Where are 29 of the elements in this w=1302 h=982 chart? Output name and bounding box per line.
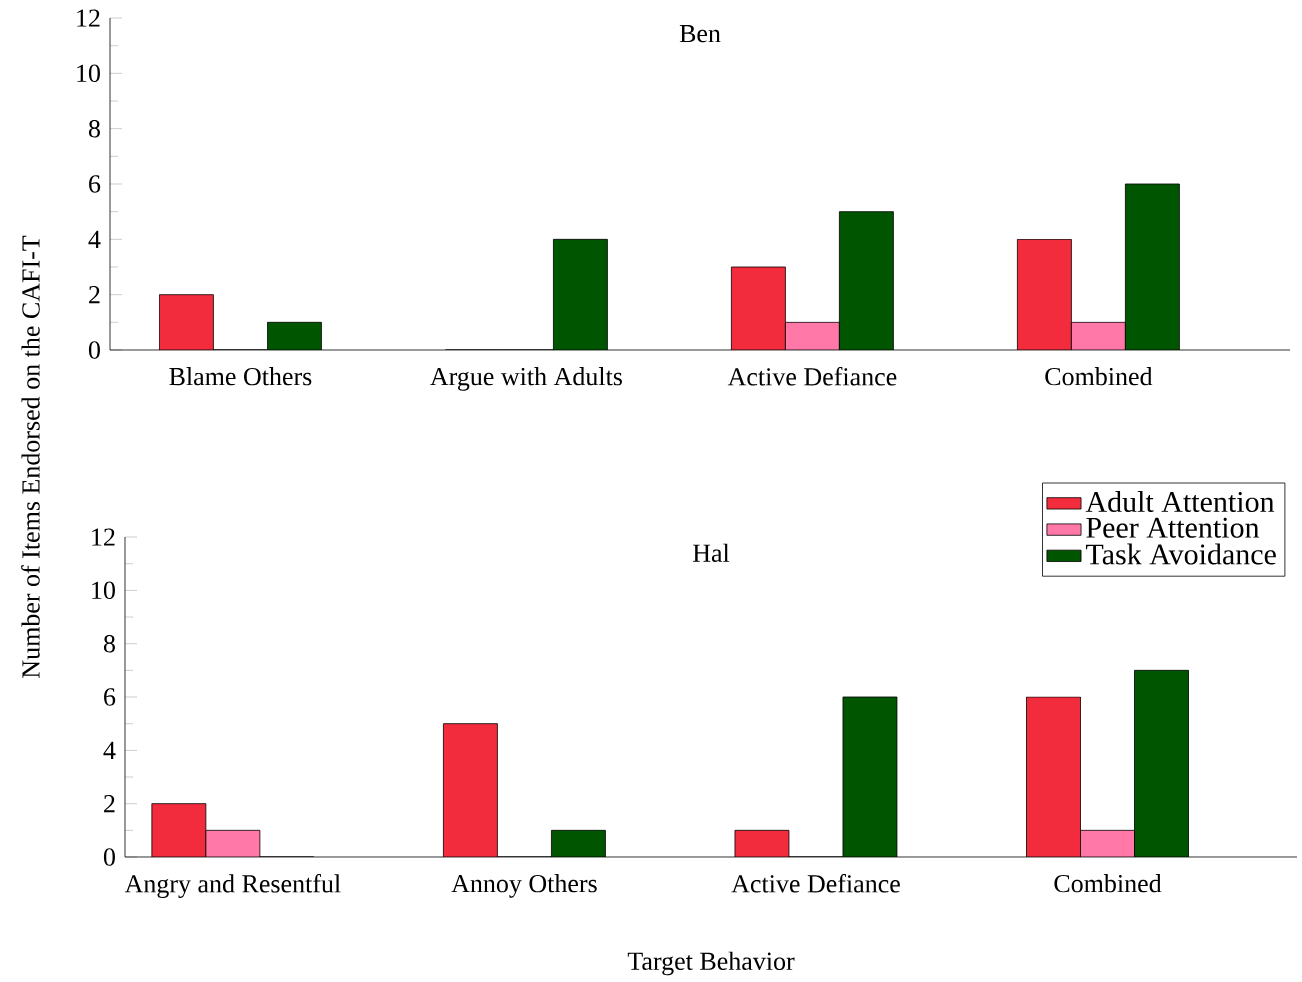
x-tick-label: Combined — [1054, 874, 1162, 893]
y-tick-label: 6 — [89, 175, 101, 193]
y-tick-label: 0 — [103, 848, 115, 866]
x-tick-label: Active Defiance — [727, 367, 897, 386]
legend-label: Task Avoidance — [1085, 543, 1276, 565]
y-tick-label: 2 — [104, 795, 115, 813]
y-tick-label: 8 — [88, 119, 100, 138]
x-tick-label: Argue with Adults — [430, 367, 622, 391]
y-tick-label: 12 — [92, 528, 115, 546]
y-tick-label: 10 — [92, 581, 115, 600]
x-tick-label: Angry and Resentful — [124, 874, 341, 898]
x-tick-label: Active Defiance — [731, 874, 900, 893]
y-tick-label: 12 — [77, 9, 100, 27]
y-tick-label: 2 — [89, 286, 100, 304]
x-tick-label: Combined — [1045, 367, 1153, 386]
legend-label: Adult Attention — [1085, 491, 1275, 513]
chart-title: Ben — [679, 25, 721, 43]
legend-label: Peer Attention — [1086, 517, 1260, 538]
y-tick-label: 8 — [103, 634, 115, 653]
x-axis-title: Target Behavior — [627, 951, 795, 976]
x-tick-label: Blame Others — [169, 367, 312, 386]
y-axis-title: Number of Items Endorsed on the CAFI-T — [21, 235, 40, 678]
x-tick-label: Annoy Others — [451, 874, 597, 898]
y-tick-label: 6 — [104, 688, 116, 706]
y-tick-label: 4 — [88, 230, 101, 248]
y-tick-label: 10 — [77, 64, 100, 83]
y-tick-label: 4 — [103, 741, 116, 759]
y-tick-label: 0 — [88, 341, 100, 359]
chart-title: Hal — [692, 543, 730, 562]
